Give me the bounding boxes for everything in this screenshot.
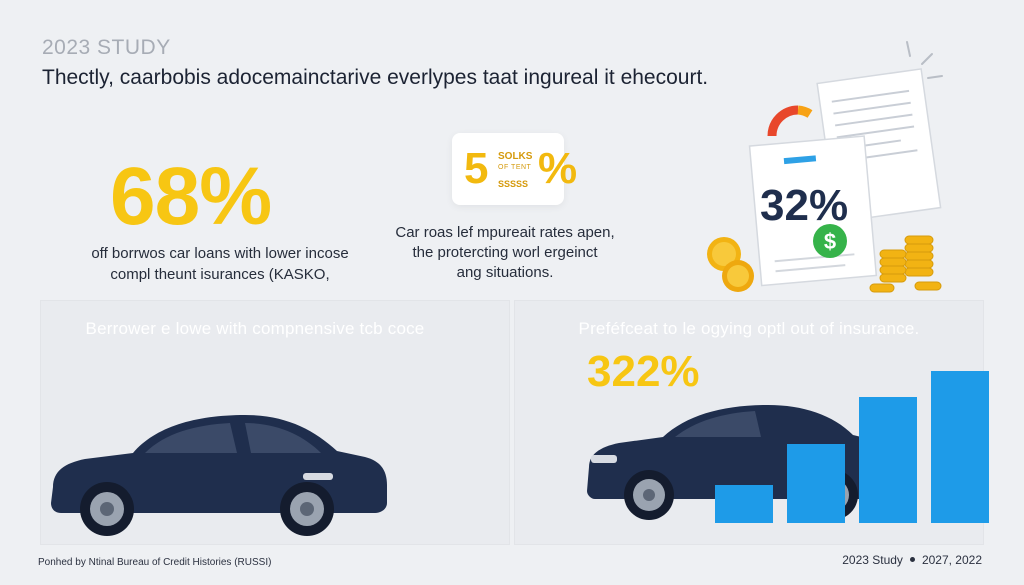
document-percent: 32%: [760, 181, 848, 230]
mid-stat-label-2: OF TENT: [498, 164, 532, 171]
study-eyebrow: 2023 STUDY: [42, 36, 171, 59]
stat-left-caption: off borrwos car loans with lower incose …: [60, 243, 380, 285]
panel-right-title: Preféfceat to le ogying optl out of insu…: [578, 319, 920, 338]
stat-left-caption-line-2: compl theunt isurances (KASKO,: [110, 266, 330, 283]
mid-caption-line-2: the protercting worl ergeinct: [412, 244, 598, 261]
stat-left-caption-line-1: off borrwos car loans with lower incose: [91, 245, 349, 262]
growth-bar-4: [931, 371, 989, 523]
mid-caption-line-1: Car roas lef mpureait rates apen,: [395, 224, 615, 241]
growth-bars: [715, 371, 989, 523]
growth-bar-1: [715, 485, 773, 523]
coin-stack-left-icon: [707, 237, 754, 292]
panel-right: Preféfceat to le ogying optl out of insu…: [514, 300, 989, 545]
footer-years-label: 2027, 2022: [921, 553, 982, 567]
svg-text:$: $: [824, 229, 836, 254]
car-left-icon: [51, 415, 387, 536]
footer-source: Ponhed by Ntinal Bureau of Credit Histor…: [38, 557, 272, 568]
footer-study-label: 2023 Study: [842, 553, 903, 567]
panel-right-stat: 322%: [587, 347, 700, 396]
footer-meta: 2023 Study 2027, 2022: [842, 553, 982, 567]
mid-stat-number: 5: [464, 144, 489, 193]
mid-stat-label-1: SOLKS: [498, 151, 533, 162]
dollar-icon: $: [813, 224, 847, 258]
footer-separator-dot: [909, 557, 915, 562]
mid-caption-line-3: ang situations.: [456, 264, 554, 281]
coin-stack-right-icon: [869, 235, 942, 293]
mid-stat-caption: Car roas lef mpureait rates apen, the pr…: [380, 223, 630, 283]
stat-68-percent: 68%: [110, 151, 272, 242]
mid-stat-label-3: SSSSS: [498, 179, 529, 189]
growth-bar-3: [859, 397, 917, 523]
headline: Thectly, caarbobis adocemainctarive ever…: [42, 66, 709, 89]
panel-left-title: Berrower e lowe with compnensive tcb coc…: [85, 319, 425, 338]
gauge-icon: [767, 105, 813, 137]
mid-stat-percent: %: [538, 144, 578, 193]
mid-stat-card: 5 SOLKS OF TENT SSSSS %: [452, 133, 577, 205]
panel-left: Berrower e lowe with compnensive tcb coc…: [40, 300, 510, 545]
sparkle-icon: [906, 41, 943, 79]
document-coins-illustration: 32% $: [707, 41, 943, 293]
growth-bar-2: [787, 444, 845, 523]
